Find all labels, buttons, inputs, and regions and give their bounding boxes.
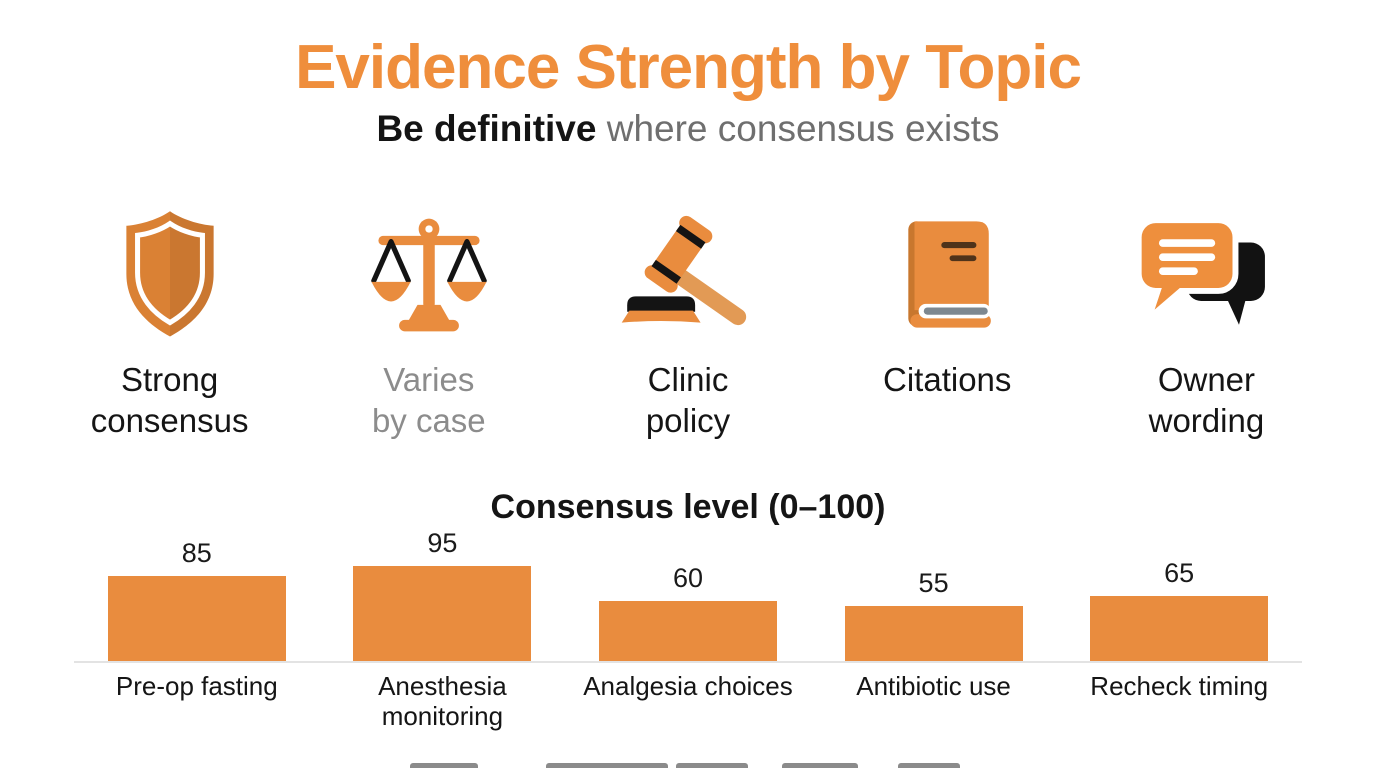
subtitle-rest: where consensus exists — [596, 108, 1000, 150]
page-title: Evidence Strength by Topic — [295, 33, 1082, 102]
topic-owner-wording: Owner wording — [1077, 205, 1336, 447]
bar-column: 95 — [320, 528, 566, 662]
bar-category-label: Recheck timing — [1090, 671, 1269, 702]
bar — [107, 576, 286, 662]
topic-strong-consensus: Strong consensus — [40, 205, 299, 447]
bottom-cutoff-segment — [676, 763, 748, 768]
chart-title: Consensus level (0–100) — [490, 487, 886, 526]
bar-category-label: Antibiotic use — [856, 671, 1011, 702]
bar — [844, 606, 1023, 662]
consensus-bar-chart: 85 95 60 55 65 Pre-op fasting Anesthesia moni… — [74, 527, 1302, 732]
subtitle-emphasis: Be definitive — [376, 108, 597, 150]
chat-bubbles-icon — [1133, 205, 1279, 345]
bar-value-label: 55 — [918, 568, 949, 599]
topic-label: Citations — [883, 360, 1012, 398]
topics-row: Strong consensus — [40, 205, 1336, 447]
gavel-icon — [614, 205, 762, 345]
topic-label: Clinic policy — [645, 360, 731, 440]
bar-value-label: 60 — [672, 563, 703, 594]
bar — [353, 566, 532, 662]
bar-column: 85 — [74, 538, 320, 662]
subtitle: Be definitive where consensus exists — [0, 107, 1376, 151]
topic-label: Varies by case — [371, 360, 486, 440]
bar-column: 60 — [565, 563, 811, 662]
bar — [1090, 596, 1269, 662]
topic-clinic-policy: Clinic policy — [558, 205, 817, 447]
bar-value-label: 65 — [1164, 558, 1195, 589]
topic-label: Strong consensus — [90, 360, 249, 440]
bottom-cutoff-segment — [782, 763, 858, 768]
bar-column: 55 — [811, 568, 1057, 662]
bottom-cutoff-segment — [898, 763, 960, 768]
book-icon — [898, 205, 996, 345]
bar-value-label: 85 — [181, 538, 212, 569]
topic-varies-by-case: Varies by case — [299, 205, 558, 447]
scales-icon — [360, 205, 498, 345]
bar-category-label: Analgesia choices — [583, 671, 793, 702]
bars-row: 85 95 60 55 65 — [74, 527, 1302, 662]
bar — [598, 601, 777, 662]
bar-value-label: 95 — [427, 528, 458, 559]
bottom-cutoff-strip — [0, 762, 1376, 768]
topic-citations: Citations — [818, 205, 1077, 447]
bottom-cutoff-segment — [410, 763, 478, 768]
bar-category-label: Anesthesia monitoring — [378, 671, 507, 732]
bottom-cutoff-segment — [546, 763, 668, 768]
shield-icon — [114, 205, 226, 345]
topic-label: Owner wording — [1148, 360, 1265, 440]
category-labels-row: Pre-op fasting Anesthesia monitoring Analg… — [74, 663, 1302, 732]
bar-category-label: Pre-op fasting — [115, 671, 278, 702]
chart-baseline — [74, 661, 1302, 664]
bar-column: 65 — [1056, 558, 1302, 662]
